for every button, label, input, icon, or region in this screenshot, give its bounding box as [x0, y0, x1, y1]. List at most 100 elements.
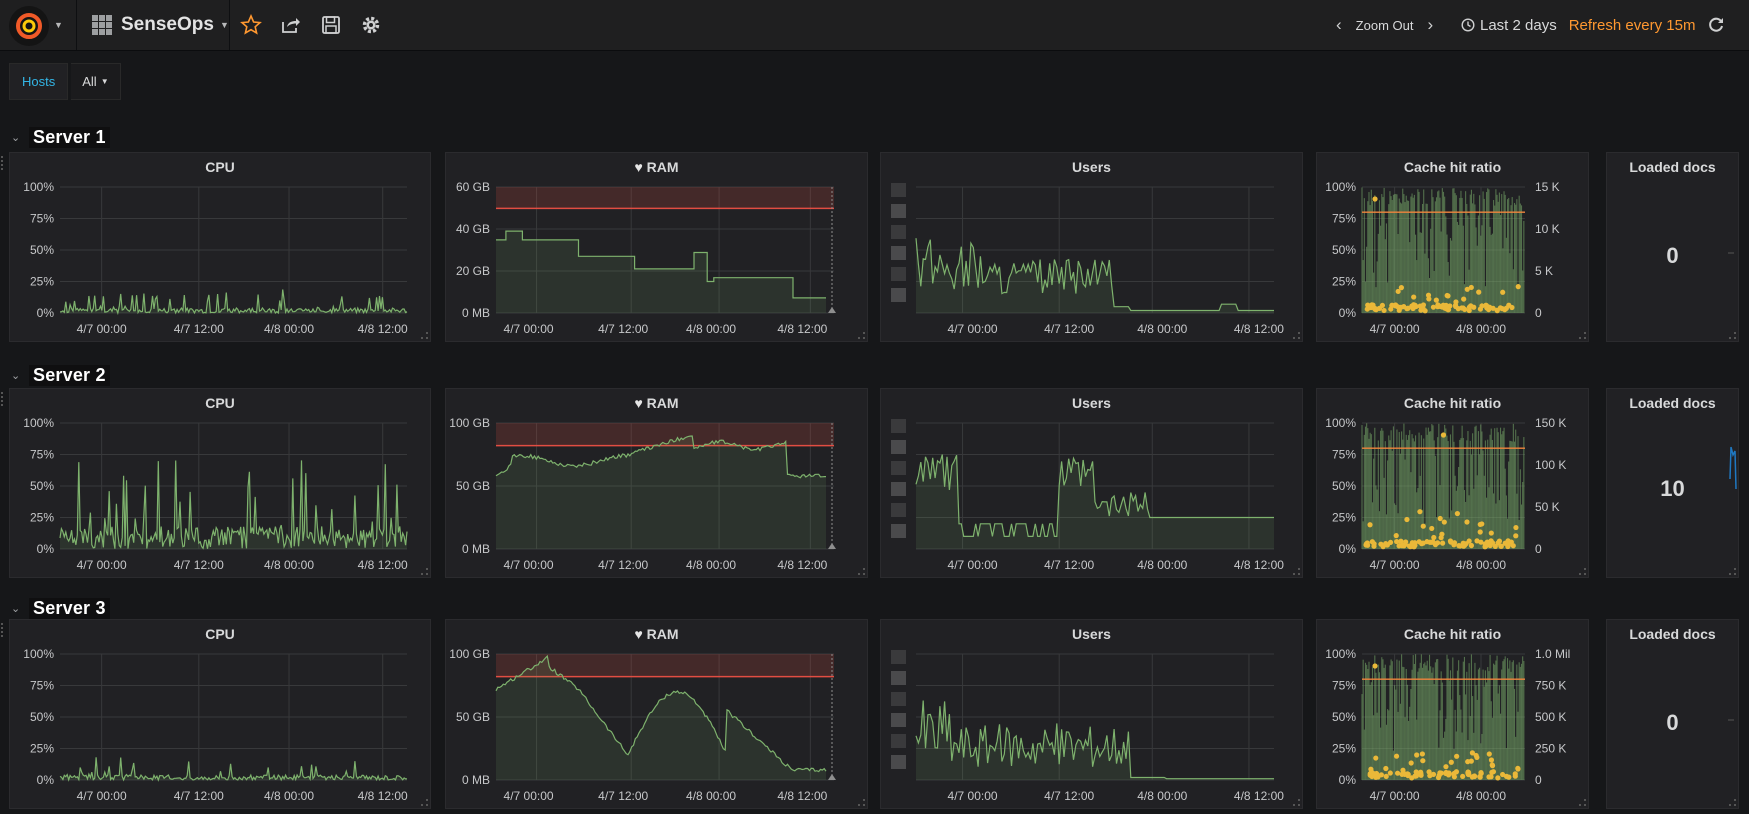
cache-panel[interactable]: Cache hit ratio 100% 75% 50% 25% 0% 150 K 100 K… — [1316, 388, 1589, 578]
panel-title[interactable]: Loaded docs — [1607, 395, 1738, 411]
panel-resize-handle-icon[interactable] — [858, 568, 865, 575]
panel-resize-handle-icon[interactable] — [1579, 332, 1586, 339]
row-collapse-chevron-icon[interactable]: ⌄ — [11, 369, 21, 382]
row-title-text: Server 1 — [29, 126, 110, 148]
cache-point — [1488, 757, 1495, 763]
hosts-variable-dropdown[interactable]: All ▼ — [71, 63, 121, 100]
cache-point — [1492, 543, 1498, 550]
panel-resize-handle-icon[interactable] — [421, 799, 428, 806]
cache-panel[interactable]: Cache hit ratio 100% 75% 50% 25% 0% 1.0 Mil 750… — [1316, 619, 1589, 809]
panel-resize-handle-icon[interactable] — [1729, 799, 1736, 806]
dashboard-picker[interactable]: SenseOps ▼ — [76, 0, 229, 50]
panel-title[interactable]: ♥ RAM — [446, 626, 867, 642]
loaded-docs-value: 10 — [1660, 476, 1685, 501]
panel-title[interactable]: Cache hit ratio — [1317, 159, 1588, 175]
x-tick-label: 4/8 00:00 — [686, 558, 736, 572]
loaded-docs-value: 0 — [1666, 710, 1679, 735]
panel-title[interactable]: Loaded docs — [1607, 159, 1738, 175]
series-line — [495, 435, 826, 479]
docs-chart — [1728, 252, 1734, 254]
cpu-panel[interactable]: CPU 100% 75% 50% 25% 0% 4/7 00:00 4/7 12:00 4/8 … — [9, 152, 431, 342]
panel-resize-handle-icon[interactable] — [1293, 799, 1300, 806]
panel-title[interactable]: CPU — [10, 159, 430, 175]
zoom-out-button[interactable]: Zoom Out — [1355, 17, 1414, 33]
row-title-2[interactable]: ⌄ Server 2 — [11, 364, 110, 386]
users-panel[interactable]: Users 4/7 00:00 4/7 12:00 4/8 00:00 4/8 12:0… — [880, 388, 1303, 578]
ram-panel[interactable]: ♥ RAM 60 GB 40 GB 20 GB 0 MB 4/7 00:00 4/7 12:… — [445, 152, 868, 342]
right-axis-tick-label: 15 K — [1535, 180, 1560, 194]
x-tick-label: 4/8 00:00 — [686, 789, 736, 803]
y-tick-label: 100% — [23, 416, 54, 430]
blurred-axis-labels — [891, 650, 906, 776]
panel-title[interactable]: CPU — [10, 626, 430, 642]
y-tick-label: 25% — [30, 742, 54, 756]
ram-panel[interactable]: ♥ RAM 100 GB 50 GB 0 MB 4/7 00:00 4/7 12:00 4/… — [445, 388, 868, 578]
y-tick-label: 50% — [30, 479, 54, 493]
panel-title[interactable]: Users — [881, 626, 1302, 642]
x-tick-label: 4/8 12:00 — [358, 322, 408, 336]
cache-point — [1398, 538, 1404, 544]
cache-point — [1405, 305, 1411, 311]
panel-resize-handle-icon[interactable] — [858, 799, 865, 806]
panel-title[interactable]: CPU — [10, 395, 430, 411]
panel-title[interactable]: Users — [881, 395, 1302, 411]
hosts-variable-label[interactable]: Hosts — [9, 63, 69, 100]
refresh-icon[interactable] — [1706, 15, 1726, 35]
cache-point — [1460, 305, 1466, 311]
gear-icon[interactable] — [360, 14, 382, 36]
cache-point — [1494, 308, 1500, 314]
users-panel[interactable]: Users 4/7 00:00 4/7 12:00 4/8 00:00 4/8 12:0… — [880, 619, 1303, 809]
row-collapse-chevron-icon[interactable]: ⌄ — [11, 131, 21, 144]
panel-title-text: CPU — [205, 395, 235, 411]
cache-point — [1443, 302, 1449, 308]
panel-resize-handle-icon[interactable] — [1729, 568, 1736, 575]
cache-panel[interactable]: Cache hit ratio 100% 75% 50% 25% 0% 15 K 10 K 5 … — [1316, 152, 1589, 342]
panel-resize-handle-icon[interactable] — [421, 332, 428, 339]
row-drag-handle-icon[interactable] — [1, 623, 5, 637]
panel-resize-handle-icon[interactable] — [1579, 799, 1586, 806]
panel-resize-handle-icon[interactable] — [421, 568, 428, 575]
docs-panel[interactable]: Loaded docs 10 — [1606, 388, 1739, 578]
cache-point — [1486, 774, 1492, 780]
cache-point — [1464, 286, 1470, 292]
grafana-logo-icon[interactable] — [9, 6, 49, 46]
panel-title-text: Cache hit ratio — [1403, 395, 1502, 411]
row-collapse-chevron-icon[interactable]: ⌄ — [11, 602, 21, 615]
cache-point — [1510, 543, 1516, 549]
docs-panel[interactable]: Loaded docs 0 — [1606, 152, 1739, 342]
panel-resize-handle-icon[interactable] — [1729, 332, 1736, 339]
panel-resize-handle-icon[interactable] — [1293, 332, 1300, 339]
logo-caret-icon[interactable]: ▼ — [54, 20, 63, 30]
series-area — [916, 238, 1274, 313]
dashboard-caret-icon: ▼ — [219, 20, 229, 30]
time-back-icon[interactable]: ‹ — [1336, 15, 1342, 34]
panel-title[interactable]: Cache hit ratio — [1317, 626, 1588, 642]
time-forward-icon[interactable]: › — [1427, 15, 1434, 34]
panel-title[interactable]: Cache hit ratio — [1317, 395, 1588, 411]
panel-resize-handle-icon[interactable] — [858, 332, 865, 339]
users-panel[interactable]: Users 4/7 00:00 4/7 12:00 4/8 00:00 4/8 12:0… — [880, 152, 1303, 342]
row-title-3[interactable]: ⌄ Server 3 — [11, 597, 110, 619]
share-icon[interactable] — [280, 14, 302, 36]
refresh-interval-label[interactable]: Refresh every 15m — [1568, 16, 1696, 34]
series-area — [496, 436, 826, 549]
star-icon[interactable] — [240, 14, 262, 36]
panel-resize-handle-icon[interactable] — [1579, 568, 1586, 575]
panel-title[interactable]: ♥ RAM — [446, 159, 867, 175]
cpu-panel[interactable]: CPU 100% 75% 50% 25% 0% 4/7 00:00 4/7 12:00 4/8 … — [9, 619, 431, 809]
panel-title[interactable]: Users — [881, 159, 1302, 175]
docs-panel[interactable]: Loaded docs 0 — [1606, 619, 1739, 809]
dashboard-title: SenseOps — [121, 14, 214, 35]
panel-resize-handle-icon[interactable] — [1293, 568, 1300, 575]
panel-title[interactable]: Loaded docs — [1607, 626, 1738, 642]
cpu-panel[interactable]: CPU 100% 75% 50% 25% 0% 4/7 00:00 4/7 12:00 4/8 … — [9, 388, 431, 578]
panel-title[interactable]: ♥ RAM — [446, 395, 867, 411]
row-drag-handle-icon[interactable] — [1, 156, 5, 170]
blurred-axis-labels — [891, 183, 906, 309]
row-drag-handle-icon[interactable] — [1, 392, 5, 406]
row-title-1[interactable]: ⌄ Server 1 — [11, 126, 110, 148]
dropdown-caret-icon: ▼ — [100, 77, 109, 86]
time-picker[interactable]: Last 2 days Refresh every 15m — [1461, 0, 1695, 50]
ram-panel[interactable]: ♥ RAM 100 GB 50 GB 0 MB 4/7 00:00 4/7 12:00 4/… — [445, 619, 868, 809]
save-icon[interactable] — [320, 14, 342, 36]
